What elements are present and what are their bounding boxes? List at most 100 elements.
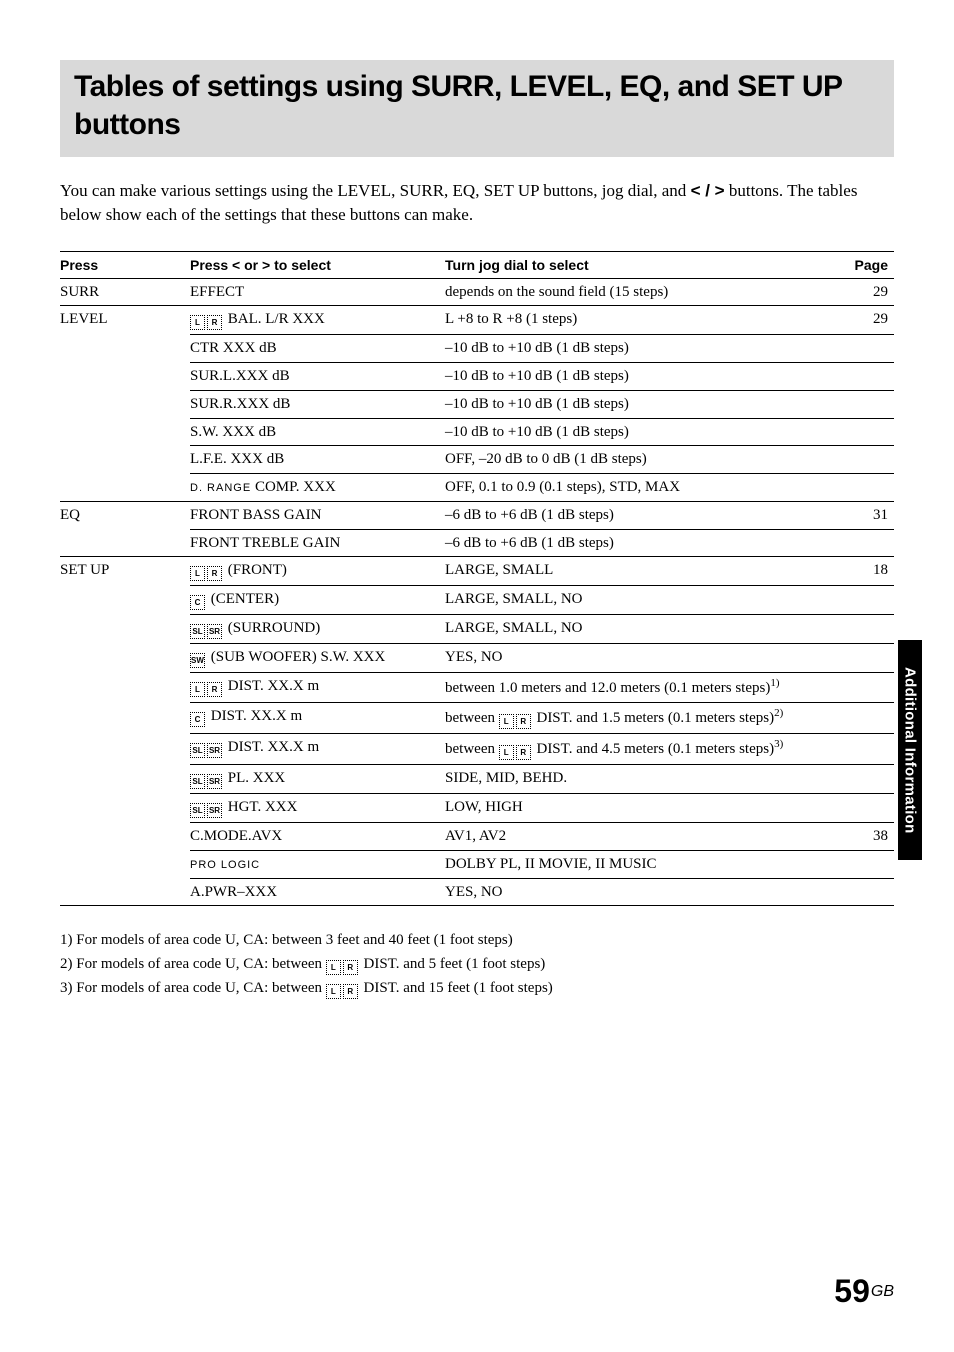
cell-turn: LARGE, SMALL, NO xyxy=(445,586,834,615)
cell-select: A.PWR–XXX xyxy=(190,878,445,906)
intro-paragraph: You can make various settings using the … xyxy=(60,179,894,227)
settings-table: Press Press < or > to select Turn jog di… xyxy=(60,251,894,907)
cell-turn: YES, NO xyxy=(445,878,834,906)
cell-page xyxy=(834,474,894,502)
cell-select: PRO LOGIC xyxy=(190,850,445,878)
cell-press xyxy=(60,474,190,502)
cell-select: SLSR (SURROUND) xyxy=(190,615,445,644)
cell-press xyxy=(60,644,190,673)
cell-turn: AV1, AV2 xyxy=(445,823,834,851)
cell-page xyxy=(834,703,894,734)
cell-select: C (CENTER) xyxy=(190,586,445,615)
cell-turn: –10 dB to +10 dB (1 dB steps) xyxy=(445,390,834,418)
cell-press xyxy=(60,418,190,446)
cell-turn: –10 dB to +10 dB (1 dB steps) xyxy=(445,335,834,363)
cell-press xyxy=(60,878,190,906)
cell-page xyxy=(834,850,894,878)
th-select-a: Press xyxy=(190,257,232,273)
th-select-mid: or xyxy=(240,257,262,273)
cell-page xyxy=(834,335,894,363)
cell-page: 18 xyxy=(834,557,894,586)
cell-page xyxy=(834,794,894,823)
cell-press: SURR xyxy=(60,278,190,306)
page-number-value: 59 xyxy=(834,1273,870,1309)
th-press: Press xyxy=(60,251,190,278)
cell-select: LR DIST. XX.X m xyxy=(190,673,445,703)
cell-select: CTR XXX dB xyxy=(190,335,445,363)
cell-turn: depends on the sound field (15 steps) xyxy=(445,278,834,306)
cell-select: SLSR DIST. XX.X m xyxy=(190,734,445,765)
cell-press xyxy=(60,765,190,794)
cell-turn: LARGE, SMALL, NO xyxy=(445,615,834,644)
title-band: Tables of settings using SURR, LEVEL, EQ… xyxy=(60,60,894,157)
cell-turn: OFF, 0.1 to 0.9 (0.1 steps), STD, MAX xyxy=(445,474,834,502)
cell-press xyxy=(60,823,190,851)
cell-press xyxy=(60,734,190,765)
cell-press: SET UP xyxy=(60,557,190,586)
cell-press xyxy=(60,335,190,363)
cell-select: D. RANGE COMP. XXX xyxy=(190,474,445,502)
cell-page xyxy=(834,734,894,765)
cell-select: SUR.R.XXX dB xyxy=(190,390,445,418)
page-title: Tables of settings using SURR, LEVEL, EQ… xyxy=(74,68,880,143)
lt-icon: < xyxy=(232,257,240,273)
speaker-l-icon: L xyxy=(326,984,341,999)
gt-icon: > xyxy=(262,257,270,273)
cell-select: S.W. XXX dB xyxy=(190,418,445,446)
cell-select: LR (FRONT) xyxy=(190,557,445,586)
cell-turn: LARGE, SMALL xyxy=(445,557,834,586)
cell-turn: –10 dB to +10 dB (1 dB steps) xyxy=(445,363,834,391)
cell-select: FRONT BASS GAIN xyxy=(190,501,445,529)
page-gb: GB xyxy=(871,1283,894,1300)
footnote-2: 2) For models of area code U, CA: betwee… xyxy=(60,952,894,976)
footnote-3: 3) For models of area code U, CA: betwee… xyxy=(60,976,894,1000)
footnotes: 1) For models of area code U, CA: betwee… xyxy=(60,928,894,1000)
cell-page xyxy=(834,673,894,703)
cell-page: 29 xyxy=(834,278,894,306)
speaker-r-icon: R xyxy=(343,960,358,975)
cell-page xyxy=(834,644,894,673)
cell-select: LR BAL. L/R XXX xyxy=(190,306,445,335)
cell-page xyxy=(834,529,894,557)
cell-turn: LOW, HIGH xyxy=(445,794,834,823)
cell-page xyxy=(834,363,894,391)
cell-press xyxy=(60,390,190,418)
cell-select: FRONT TREBLE GAIN xyxy=(190,529,445,557)
cell-select: SUR.L.XXX dB xyxy=(190,363,445,391)
th-select-b: to select xyxy=(270,257,331,273)
cell-select: SLSR PL. XXX xyxy=(190,765,445,794)
cell-select: C.MODE.AVX xyxy=(190,823,445,851)
cell-page xyxy=(834,586,894,615)
intro-text-a: You can make various settings using the … xyxy=(60,181,691,200)
cell-page: 29 xyxy=(834,306,894,335)
cell-page xyxy=(834,418,894,446)
cell-turn: SIDE, MID, BEHD. xyxy=(445,765,834,794)
cell-turn: –6 dB to +6 dB (1 dB steps) xyxy=(445,529,834,557)
table-body: SURREFFECTdepends on the sound field (15… xyxy=(60,278,894,906)
cell-page: 31 xyxy=(834,501,894,529)
cell-press: LEVEL xyxy=(60,306,190,335)
th-select: Press < or > to select xyxy=(190,251,445,278)
cell-turn: OFF, –20 dB to 0 dB (1 dB steps) xyxy=(445,446,834,474)
cell-turn: DOLBY PL, II MOVIE, II MUSIC xyxy=(445,850,834,878)
footnote-3b: DIST. and 15 feet (1 foot steps) xyxy=(360,980,553,996)
cell-page xyxy=(834,765,894,794)
cell-turn: L +8 to R +8 (1 steps) xyxy=(445,306,834,335)
speaker-r-icon: R xyxy=(343,984,358,999)
cell-press xyxy=(60,586,190,615)
speaker-l-icon: L xyxy=(326,960,341,975)
cell-select: C DIST. XX.X m xyxy=(190,703,445,734)
cell-press xyxy=(60,529,190,557)
cell-press xyxy=(60,703,190,734)
th-turn: Turn jog dial to select xyxy=(445,251,834,278)
cell-page: 38 xyxy=(834,823,894,851)
cursor-glyph: < / > xyxy=(691,181,725,200)
cell-select: EFFECT xyxy=(190,278,445,306)
side-tab: Additional Information xyxy=(898,640,922,860)
footnote-1: 1) For models of area code U, CA: betwee… xyxy=(60,928,894,952)
cell-select: SLSR HGT. XXX xyxy=(190,794,445,823)
footnote-2a: 2) For models of area code U, CA: betwee… xyxy=(60,956,326,972)
cell-select: SW (SUB WOOFER) S.W. XXX xyxy=(190,644,445,673)
cell-press xyxy=(60,794,190,823)
footnote-3a: 3) For models of area code U, CA: betwee… xyxy=(60,980,326,996)
